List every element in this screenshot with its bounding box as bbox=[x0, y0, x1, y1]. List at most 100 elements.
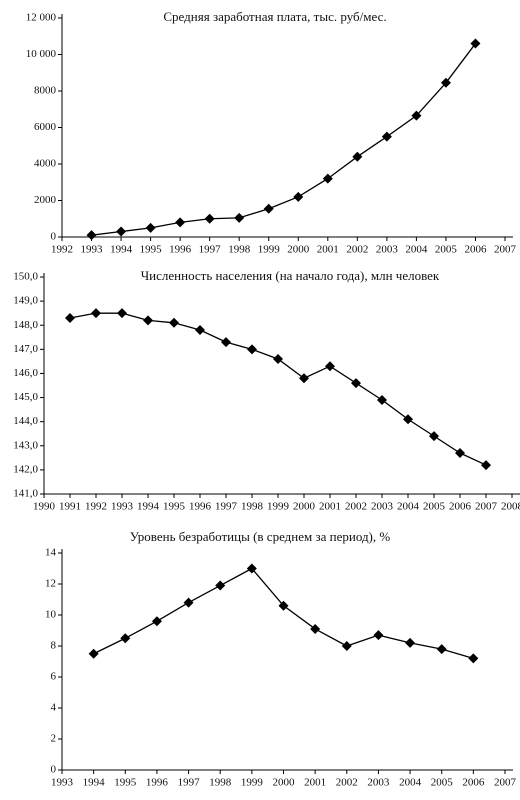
x-tick-label: 2000 bbox=[287, 244, 310, 256]
line-chart: Средняя заработная плата, тыс. руб/мес. 0… bbox=[26, 9, 517, 256]
x-tick-label: 1999 bbox=[258, 244, 281, 256]
data-marker bbox=[86, 230, 97, 241]
y-tick-label: 14 bbox=[45, 547, 57, 559]
line-chart: Численность населения (на начало года), … bbox=[13, 268, 520, 513]
data-marker bbox=[215, 580, 226, 591]
x-tick-label: 2004 bbox=[397, 501, 420, 513]
data-line bbox=[91, 43, 476, 236]
data-marker bbox=[120, 633, 131, 644]
y-tick-label: 12 bbox=[45, 578, 56, 590]
y-tick-label: 146,0 bbox=[13, 367, 38, 379]
x-tick-label: 2003 bbox=[371, 501, 394, 513]
y-tick-label: 0 bbox=[51, 764, 57, 776]
data-marker bbox=[204, 213, 215, 224]
data-marker bbox=[351, 378, 361, 389]
data-marker bbox=[169, 317, 179, 328]
y-tick-label: 0 bbox=[51, 231, 57, 243]
data-marker bbox=[246, 563, 257, 574]
line-chart: Уровень безработицы (в среднем за период… bbox=[45, 529, 517, 789]
data-marker bbox=[373, 630, 384, 641]
x-tick-label: 2001 bbox=[317, 244, 339, 256]
data-marker bbox=[221, 337, 231, 348]
x-tick-label: 2000 bbox=[273, 777, 296, 789]
x-tick-label: 2005 bbox=[431, 777, 454, 789]
x-tick-label: 1999 bbox=[267, 501, 290, 513]
y-tick-label: 149,0 bbox=[13, 295, 38, 307]
data-marker bbox=[322, 173, 333, 184]
x-tick-label: 2006 bbox=[462, 777, 485, 789]
x-tick-label: 2004 bbox=[405, 244, 428, 256]
x-tick-label: 1994 bbox=[137, 501, 160, 513]
data-line bbox=[93, 567, 474, 660]
y-tick-label: 150,0 bbox=[13, 271, 38, 283]
data-marker bbox=[325, 361, 335, 372]
data-marker bbox=[65, 312, 75, 323]
data-marker bbox=[377, 394, 387, 405]
x-tick-label: 2002 bbox=[336, 777, 358, 789]
x-tick-label: 2001 bbox=[319, 501, 341, 513]
data-line bbox=[69, 312, 487, 466]
x-tick-label: 2002 bbox=[346, 244, 368, 256]
data-marker bbox=[145, 222, 156, 233]
x-tick-label: 1992 bbox=[85, 501, 107, 513]
y-tick-label: 145,0 bbox=[13, 391, 38, 403]
y-tick-label: 10 000 bbox=[26, 48, 57, 60]
x-tick-label: 2002 bbox=[345, 501, 367, 513]
data-marker bbox=[455, 448, 465, 459]
x-tick-label: 1997 bbox=[215, 501, 238, 513]
data-marker bbox=[234, 212, 245, 223]
y-tick-label: 6000 bbox=[34, 121, 57, 133]
data-marker bbox=[411, 110, 422, 121]
x-tick-label: 2000 bbox=[293, 501, 316, 513]
x-tick-label: 1993 bbox=[81, 244, 104, 256]
y-tick-label: 6 bbox=[51, 671, 57, 683]
y-tick-label: 4000 bbox=[34, 158, 57, 170]
data-marker bbox=[405, 637, 416, 648]
x-tick-label: 1997 bbox=[199, 244, 222, 256]
data-marker bbox=[195, 325, 205, 336]
data-marker bbox=[183, 597, 194, 608]
data-marker bbox=[403, 414, 413, 425]
data-marker bbox=[436, 644, 447, 655]
data-marker bbox=[278, 600, 289, 611]
data-marker bbox=[143, 315, 153, 326]
data-marker bbox=[440, 77, 451, 88]
x-tick-label: 1991 bbox=[59, 501, 81, 513]
y-tick-label: 144,0 bbox=[13, 415, 38, 427]
x-tick-label: 1999 bbox=[241, 777, 264, 789]
y-tick-label: 2 bbox=[51, 733, 57, 745]
y-tick-label: 148,0 bbox=[13, 319, 38, 331]
data-marker bbox=[470, 38, 481, 49]
x-tick-label: 1992 bbox=[51, 244, 73, 256]
data-marker bbox=[299, 373, 309, 384]
x-tick-label: 1996 bbox=[169, 244, 192, 256]
chart-title: Средняя заработная плата, тыс. руб/мес. bbox=[163, 9, 386, 24]
x-tick-label: 1995 bbox=[163, 501, 186, 513]
x-tick-label: 1993 bbox=[111, 501, 134, 513]
x-tick-label: 2005 bbox=[423, 501, 446, 513]
data-marker bbox=[88, 648, 99, 659]
x-tick-label: 1990 bbox=[33, 501, 56, 513]
data-marker bbox=[247, 344, 257, 355]
data-marker bbox=[481, 460, 491, 471]
data-marker bbox=[352, 151, 363, 162]
data-marker bbox=[381, 131, 392, 142]
y-tick-label: 4 bbox=[51, 702, 57, 714]
x-tick-label: 1998 bbox=[228, 244, 251, 256]
y-tick-label: 143,0 bbox=[13, 439, 38, 451]
x-tick-label: 1993 bbox=[51, 777, 74, 789]
data-marker bbox=[91, 308, 101, 319]
y-tick-label: 8000 bbox=[34, 85, 57, 97]
y-tick-label: 141,0 bbox=[13, 488, 38, 500]
x-tick-label: 2006 bbox=[449, 501, 472, 513]
x-tick-label: 1998 bbox=[241, 501, 264, 513]
x-tick-label: 1998 bbox=[209, 777, 232, 789]
data-marker bbox=[175, 217, 186, 228]
data-marker bbox=[151, 616, 162, 627]
x-tick-label: 1996 bbox=[146, 777, 169, 789]
x-tick-label: 1994 bbox=[110, 244, 133, 256]
x-tick-label: 2007 bbox=[494, 777, 517, 789]
y-tick-label: 2000 bbox=[34, 194, 57, 206]
y-tick-label: 147,0 bbox=[13, 343, 38, 355]
data-marker bbox=[341, 641, 352, 651]
